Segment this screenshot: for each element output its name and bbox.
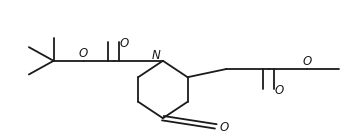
Text: O: O (120, 37, 129, 50)
Text: O: O (275, 84, 284, 97)
Text: O: O (79, 47, 88, 60)
Text: O: O (220, 121, 229, 134)
Text: N: N (152, 49, 161, 62)
Text: O: O (303, 55, 312, 68)
